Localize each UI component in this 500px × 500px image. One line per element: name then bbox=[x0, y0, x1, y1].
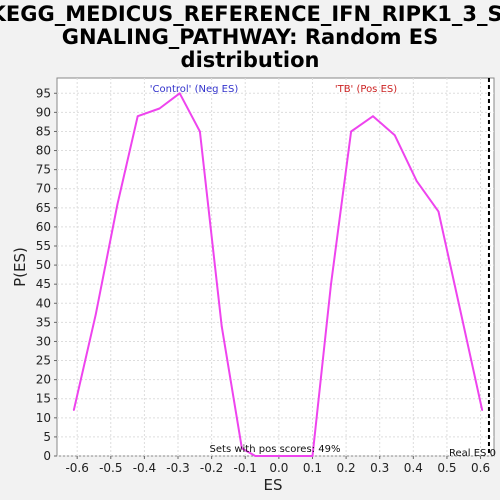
y-tick-label-5: 25 bbox=[36, 354, 51, 368]
y-tick-label-13: 65 bbox=[36, 201, 51, 215]
series-point-0-19 bbox=[459, 310, 462, 312]
y-tick-label-8: 40 bbox=[36, 296, 51, 310]
y-tick-label-17: 85 bbox=[36, 124, 51, 138]
neg-es-label: 'Control' (Neg ES) bbox=[150, 84, 239, 95]
y-tick-label-7: 35 bbox=[36, 315, 51, 329]
series-point-0-15 bbox=[372, 115, 374, 117]
y-tick-label-12: 60 bbox=[36, 220, 51, 234]
y-tick-label-14: 70 bbox=[36, 182, 51, 196]
series-point-0-5 bbox=[178, 92, 181, 95]
pos-es-label: 'TB' (Pos ES) bbox=[335, 84, 397, 95]
y-tick-label-11: 55 bbox=[36, 239, 51, 253]
y-tick-label-9: 45 bbox=[36, 277, 51, 291]
y-tick-label-4: 20 bbox=[36, 373, 51, 387]
y-tick-label-1: 5 bbox=[43, 430, 51, 444]
chart-title-line-2: GNALING_PATHWAY: Random ES bbox=[62, 25, 439, 49]
x-tick-label-1: -0.5 bbox=[99, 461, 122, 475]
x-axis-label: ES bbox=[264, 476, 283, 494]
series-point-0-8 bbox=[241, 447, 243, 450]
x-tick-label-5: -0.1 bbox=[234, 461, 257, 475]
series-point-0-10 bbox=[278, 455, 280, 457]
series-point-0-18 bbox=[437, 210, 440, 213]
x-tick-label-11: 0.5 bbox=[437, 461, 456, 475]
chart-title-line-3: distribution bbox=[181, 48, 320, 72]
series-point-0-20 bbox=[481, 409, 484, 411]
y-tick-label-15: 75 bbox=[36, 163, 51, 177]
series-point-0-13 bbox=[330, 283, 332, 285]
real-es-label: Real ES 0 bbox=[449, 448, 496, 459]
x-tick-label-3: -0.3 bbox=[166, 461, 189, 475]
plot-area bbox=[56, 77, 495, 457]
x-tick-label-4: -0.2 bbox=[200, 461, 223, 475]
series-point-0-4 bbox=[158, 107, 161, 110]
y-tick-label-0: 0 bbox=[43, 449, 51, 463]
y-axis-label: P(ES) bbox=[11, 247, 29, 287]
x-tick-label-6: 0.0 bbox=[269, 461, 288, 475]
series-point-0-2 bbox=[116, 203, 119, 205]
series-point-0-3 bbox=[136, 115, 139, 117]
series-point-0-14 bbox=[350, 130, 352, 133]
y-tick-label-3: 15 bbox=[36, 392, 51, 406]
x-tick-label-9: 0.3 bbox=[370, 461, 389, 475]
series-point-0-9 bbox=[254, 455, 257, 457]
y-tick-label-18: 90 bbox=[36, 105, 51, 119]
series-layer bbox=[72, 92, 484, 457]
y-tick-label-10: 50 bbox=[36, 258, 51, 272]
x-axis-ticks: -0.6 -0.5 -0.4 -0.3 -0.2 -0.1 0.0 0.1 0.2 0.3 0.4 0… bbox=[65, 456, 490, 475]
chart-title-line-1: KEGG_MEDICUS_REFERENCE_IFN_RIPK1_3_SI bbox=[0, 2, 500, 26]
x-tick-label-10: 0.4 bbox=[404, 461, 423, 475]
x-tick-label-12: 0.6 bbox=[471, 461, 490, 475]
y-tick-label-6: 30 bbox=[36, 334, 51, 348]
y-tick-label-16: 80 bbox=[36, 144, 51, 158]
series-point-0-7 bbox=[220, 325, 223, 327]
y-tick-label-19: 95 bbox=[36, 86, 51, 100]
series-point-0-12 bbox=[311, 455, 314, 457]
pos-scores-label: Sets with pos scores: 49% bbox=[210, 444, 341, 455]
x-tick-label-7: 0.1 bbox=[303, 461, 322, 475]
x-tick-label-2: -0.4 bbox=[133, 461, 156, 475]
x-tick-label-8: 0.2 bbox=[337, 461, 356, 475]
x-tick-label-0: -0.6 bbox=[65, 461, 88, 475]
series-point-0-11 bbox=[301, 455, 304, 457]
y-axis-ticks: 0 5 10 15 20 25 30 35 40 45 50 55 60 65 70 75 80 85 90 95 bbox=[36, 86, 57, 463]
series-point-0-6 bbox=[199, 130, 201, 133]
series-point-0-1 bbox=[94, 313, 97, 316]
series-point-0-0 bbox=[73, 409, 75, 411]
series-point-0-17 bbox=[415, 180, 418, 182]
y-tick-label-2: 10 bbox=[36, 411, 51, 425]
grid-lines bbox=[57, 78, 494, 457]
series-point-0-16 bbox=[394, 134, 396, 137]
